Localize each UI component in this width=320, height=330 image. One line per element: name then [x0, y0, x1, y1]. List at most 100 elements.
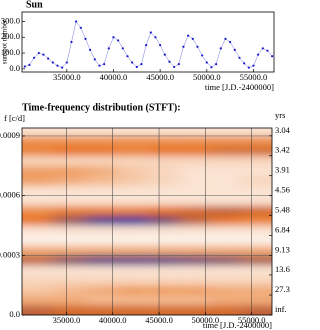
data-point	[135, 65, 138, 69]
data-point	[140, 63, 143, 66]
heatmap-cell	[84, 265, 117, 276]
heatmap-cell	[22, 225, 54, 236]
heatmap-cell	[179, 255, 211, 266]
heatmap	[22, 128, 272, 315]
heatmap-cell	[116, 205, 148, 216]
heatmap-cell	[147, 165, 180, 176]
heatmap-cell	[147, 225, 180, 236]
heatmap-cell	[84, 285, 117, 296]
data-point	[79, 26, 82, 29]
heatmap-cell	[84, 295, 117, 306]
data-point	[28, 63, 31, 66]
data-point	[210, 66, 213, 69]
heatmap-cell	[116, 145, 148, 156]
heatmap-cell	[116, 275, 148, 286]
heatmap-cell	[210, 128, 243, 136]
heatmap-cell	[22, 255, 54, 266]
y2-tick-label: 4.56	[275, 185, 290, 195]
series-line	[24, 20, 273, 68]
y2-tick-label: 5.48	[275, 205, 290, 215]
heatmap-cell	[22, 295, 54, 306]
heatmap-cell	[53, 305, 85, 315]
heatmap-cell	[53, 155, 85, 166]
data-point	[196, 45, 199, 48]
heatmap-cell	[147, 295, 180, 306]
x-tick-label: 40000.0	[100, 72, 128, 82]
x-tick-label: 55000.0	[238, 315, 266, 325]
data-point	[238, 56, 241, 59]
heatmap-cell	[210, 295, 243, 306]
heatmap-cell	[242, 255, 272, 266]
heatmap-cell	[147, 195, 180, 206]
chart-title: Time-frequency distribution (STFT):	[22, 102, 181, 113]
data-point	[177, 63, 180, 66]
data-point	[33, 56, 36, 59]
heatmap-cell	[22, 285, 54, 296]
heatmap-cell	[179, 145, 211, 156]
data-point	[65, 61, 68, 64]
data-point	[103, 63, 106, 66]
heatmap-cell	[242, 225, 272, 236]
heatmap-cell	[210, 305, 243, 315]
heatmap-cell	[53, 135, 85, 146]
x-tick-label: 35000.0	[53, 72, 81, 82]
heatmap-cell	[53, 265, 85, 276]
heatmap-cell	[53, 175, 85, 186]
heatmap-cell	[84, 235, 117, 246]
heatmap-cell	[242, 275, 272, 286]
heatmap-cell	[84, 275, 117, 286]
heatmap-cell	[84, 195, 117, 206]
data-point	[229, 40, 232, 44]
heatmap-clip	[22, 128, 272, 315]
heatmap-cell	[22, 245, 54, 256]
heatmap-cell	[242, 135, 272, 146]
heatmap-cell	[210, 245, 243, 256]
y-tick-label: 0.0	[9, 309, 20, 319]
x-tick-label: 50000.0	[193, 72, 221, 82]
data-point	[117, 39, 120, 42]
heatmap-cell	[84, 225, 117, 236]
heatmap-cell	[53, 128, 85, 136]
heatmap-cell	[179, 135, 211, 146]
heatmap-cell	[22, 128, 54, 136]
heatmap-cell	[210, 255, 243, 266]
heatmap-cell	[84, 135, 117, 146]
data-point	[112, 36, 115, 39]
heatmap-cell	[116, 155, 148, 166]
data-point	[42, 53, 45, 56]
y-tick-label: 0.0003	[0, 249, 20, 259]
heatmap-cell	[22, 175, 54, 186]
y2-tick-label: inf.	[275, 304, 287, 314]
data-point	[224, 37, 227, 40]
data-point	[201, 54, 204, 57]
heatmap-cell	[53, 225, 85, 236]
heatmap-cell	[116, 225, 148, 236]
heatmap-cell	[116, 165, 148, 176]
x-tick-label: 40000.0	[99, 315, 127, 325]
y2-tick-label: 27.3	[275, 284, 290, 294]
heatmap-cell	[22, 185, 54, 196]
x-tick-label: 45000.0	[146, 72, 174, 82]
heatmap-cell	[116, 175, 148, 186]
data-point	[182, 45, 185, 48]
heatmap-cell	[147, 185, 180, 196]
heatmap-cell	[179, 265, 211, 276]
page: Sun 35000.0 40000.0 45000.0 50000.0 55000.0 0.…	[0, 0, 291, 330]
heatmap-cell	[147, 255, 180, 266]
heatmap-cell	[116, 235, 148, 246]
heatmap-cell	[84, 128, 117, 136]
heatmap-cell	[53, 185, 85, 196]
heatmap-cell	[242, 205, 272, 216]
heatmap-cell	[22, 305, 54, 315]
heatmap-cell	[179, 295, 211, 306]
data-point	[219, 47, 222, 50]
heatmap-cell	[147, 155, 180, 166]
heatmap-cell	[116, 215, 148, 226]
data-point	[149, 31, 152, 34]
plot-frame	[21, 11, 275, 73]
y2-tick-label: 3.42	[275, 145, 290, 155]
heatmap-cell	[210, 205, 243, 216]
heatmap-cell	[210, 235, 243, 246]
heatmap-cell	[147, 175, 180, 186]
data-point	[89, 48, 92, 51]
